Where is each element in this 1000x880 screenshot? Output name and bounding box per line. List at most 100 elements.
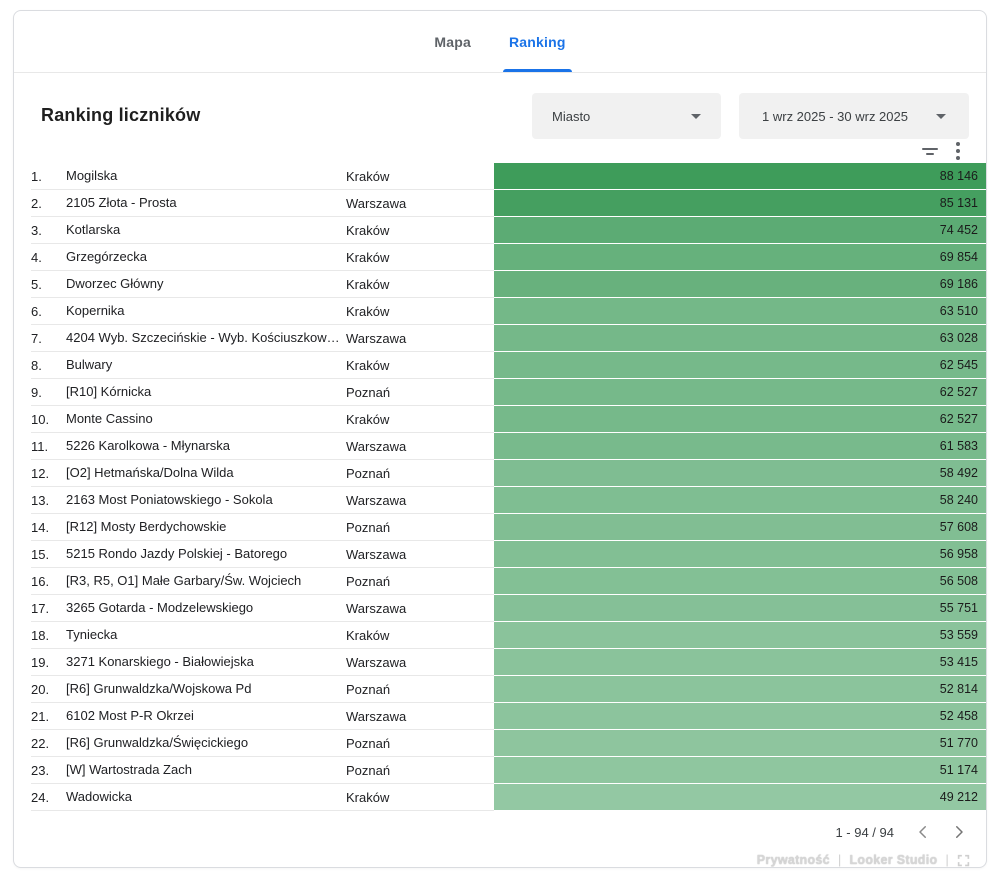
chevron-down-icon	[936, 114, 946, 119]
rank-cell: 9.	[31, 379, 66, 406]
city-filter-label: Miasto	[552, 109, 590, 124]
rank-cell: 4.	[31, 244, 66, 271]
value-heatmap-cell: 56 958	[494, 541, 986, 568]
city-cell: Kraków	[346, 622, 494, 649]
tab-mapa[interactable]: Mapa	[428, 11, 477, 72]
fullscreen-icon[interactable]	[957, 854, 970, 867]
rank-cell: 6.	[31, 298, 66, 325]
table-row[interactable]: 4. Grzegórzecka Kraków 69 854	[14, 244, 986, 271]
value-heatmap-cell: 58 492	[494, 460, 986, 487]
embed-footer: Prywatność | Looker Studio |	[14, 845, 986, 867]
value-heatmap-cell: 88 146	[494, 163, 986, 190]
looker-studio-link[interactable]: Looker Studio	[850, 853, 938, 867]
counter-name-cell: [O2] Hetmańska/Dolna Wilda	[66, 460, 346, 487]
rank-cell: 1.	[31, 163, 66, 190]
counter-name-cell: 5226 Karolkowa - Młynarska	[66, 433, 346, 460]
value-heatmap-cell: 62 545	[494, 352, 986, 379]
rank-cell: 10.	[31, 406, 66, 433]
value-heatmap-cell: 51 770	[494, 730, 986, 757]
table-row[interactable]: 1. Mogilska Kraków 88 146	[14, 163, 986, 190]
rank-cell: 19.	[31, 649, 66, 676]
counter-name-cell: Bulwary	[66, 352, 346, 379]
rank-cell: 8.	[31, 352, 66, 379]
toolbar: Ranking liczników Miasto 1 wrz 2025 - 30…	[14, 73, 986, 139]
table-row[interactable]: 12. [O2] Hetmańska/Dolna Wilda Poznań 58…	[14, 460, 986, 487]
page-range-label: 1 - 94 / 94	[835, 825, 894, 840]
table-row[interactable]: 23. [W] Wartostrada Zach Poznań 51 174	[14, 757, 986, 784]
table-row[interactable]: 14. [R12] Mosty Berdychowskie Poznań 57 …	[14, 514, 986, 541]
counter-name-cell: Tyniecka	[66, 622, 346, 649]
table-row[interactable]: 19. 3271 Konarskiego - Białowiejska Wars…	[14, 649, 986, 676]
counter-name-cell: Monte Cassino	[66, 406, 346, 433]
city-cell: Poznań	[346, 730, 494, 757]
value-heatmap-cell: 53 415	[494, 649, 986, 676]
pagination: 1 - 94 / 94	[14, 811, 986, 845]
table-row[interactable]: 15. 5215 Rondo Jazdy Polskiej - Batorego…	[14, 541, 986, 568]
page-title: Ranking liczników	[41, 105, 200, 126]
value-heatmap-cell: 69 186	[494, 271, 986, 298]
chevron-left-icon[interactable]	[910, 819, 936, 845]
rank-cell: 12.	[31, 460, 66, 487]
table-row[interactable]: 8. Bulwary Kraków 62 545	[14, 352, 986, 379]
value-heatmap-cell: 49 212	[494, 784, 986, 811]
city-filter-dropdown[interactable]: Miasto	[532, 93, 721, 139]
table-row[interactable]: 5. Dworzec Główny Kraków 69 186	[14, 271, 986, 298]
chevron-right-icon[interactable]	[946, 819, 972, 845]
ranking-table: 1. Mogilska Kraków 88 146 2. 2105 Złota …	[14, 163, 986, 811]
rank-cell: 5.	[31, 271, 66, 298]
table-row[interactable]: 17. 3265 Gotarda - Modzelewskiego Warsza…	[14, 595, 986, 622]
counter-name-cell: 5215 Rondo Jazdy Polskiej - Batorego	[66, 541, 346, 568]
city-cell: Warszawa	[346, 190, 494, 217]
rank-cell: 11.	[31, 433, 66, 460]
value-heatmap-cell: 62 527	[494, 379, 986, 406]
table-row[interactable]: 20. [R6] Grunwaldzka/Wojskowa Pd Poznań …	[14, 676, 986, 703]
rank-cell: 21.	[31, 703, 66, 730]
table-row[interactable]: 16. [R3, R5, O1] Małe Garbary/Św. Wojcie…	[14, 568, 986, 595]
table-row[interactable]: 18. Tyniecka Kraków 53 559	[14, 622, 986, 649]
counter-name-cell: [R10] Kórnicka	[66, 379, 346, 406]
table-row[interactable]: 11. 5226 Karolkowa - Młynarska Warszawa …	[14, 433, 986, 460]
table-row[interactable]: 22. [R6] Grunwaldzka/Święcickiego Poznań…	[14, 730, 986, 757]
city-cell: Poznań	[346, 676, 494, 703]
table-row[interactable]: 24. Wadowicka Kraków 49 212	[14, 784, 986, 811]
value-heatmap-cell: 62 527	[494, 406, 986, 433]
filter-icon[interactable]	[922, 148, 938, 155]
city-cell: Poznań	[346, 379, 494, 406]
table-row[interactable]: 9. [R10] Kórnicka Poznań 62 527	[14, 379, 986, 406]
city-cell: Warszawa	[346, 433, 494, 460]
table-row[interactable]: 2. 2105 Złota - Prosta Warszawa 85 131	[14, 190, 986, 217]
value-heatmap-cell: 74 452	[494, 217, 986, 244]
table-row[interactable]: 13. 2163 Most Poniatowskiego - Sokola Wa…	[14, 487, 986, 514]
rank-cell: 2.	[31, 190, 66, 217]
rank-cell: 17.	[31, 595, 66, 622]
city-cell: Kraków	[346, 271, 494, 298]
rank-cell: 14.	[31, 514, 66, 541]
city-cell: Poznań	[346, 568, 494, 595]
value-heatmap-cell: 63 028	[494, 325, 986, 352]
privacy-link[interactable]: Prywatność	[757, 853, 830, 867]
city-cell: Warszawa	[346, 703, 494, 730]
table-row[interactable]: 3. Kotlarska Kraków 74 452	[14, 217, 986, 244]
table-row[interactable]: 10. Monte Cassino Kraków 62 527	[14, 406, 986, 433]
counter-name-cell: 2163 Most Poniatowskiego - Sokola	[66, 487, 346, 514]
chart-actions	[14, 139, 986, 161]
more-vert-icon[interactable]	[952, 142, 964, 160]
counter-name-cell: [R6] Grunwaldzka/Święcickiego	[66, 730, 346, 757]
city-cell: Warszawa	[346, 649, 494, 676]
tab-ranking[interactable]: Ranking	[503, 11, 572, 72]
table-row[interactable]: 7. 4204 Wyb. Szczecińskie - Wyb. Kościus…	[14, 325, 986, 352]
counter-name-cell: Kotlarska	[66, 217, 346, 244]
city-cell: Kraków	[346, 244, 494, 271]
city-cell: Warszawa	[346, 487, 494, 514]
counter-name-cell: 3265 Gotarda - Modzelewskiego	[66, 595, 346, 622]
table-row[interactable]: 6. Kopernika Kraków 63 510	[14, 298, 986, 325]
value-heatmap-cell: 52 814	[494, 676, 986, 703]
table-row[interactable]: 21. 6102 Most P-R Okrzei Warszawa 52 458	[14, 703, 986, 730]
date-range-dropdown[interactable]: 1 wrz 2025 - 30 wrz 2025	[739, 93, 969, 139]
counter-name-cell: [R3, R5, O1] Małe Garbary/Św. Wojciech	[66, 568, 346, 595]
city-cell: Poznań	[346, 460, 494, 487]
counter-name-cell: Wadowicka	[66, 784, 346, 811]
value-heatmap-cell: 61 583	[494, 433, 986, 460]
date-range-label: 1 wrz 2025 - 30 wrz 2025	[762, 109, 908, 124]
city-cell: Kraków	[346, 298, 494, 325]
